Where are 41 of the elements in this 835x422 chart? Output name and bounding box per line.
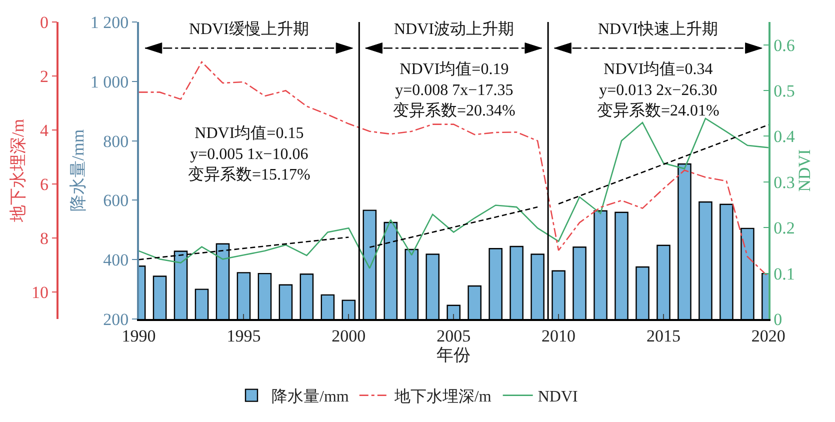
y3-tick-label: 0 <box>40 12 49 32</box>
y2-axis-title: NDVI <box>794 148 814 192</box>
x-tick-label: 2020 <box>751 326 786 346</box>
x-tick-label: 2005 <box>436 326 471 346</box>
x-tick-label: 2010 <box>542 326 576 346</box>
x-tick-label: 1990 <box>122 326 156 346</box>
legend-label: NDVI <box>538 388 578 406</box>
x-axis-title: 年份 <box>436 345 471 364</box>
annotation: NDVI波动上升期 <box>394 20 514 38</box>
y2-tick-label: 0.1 <box>774 264 795 284</box>
annotation: NDVI均值=0.19 y=0.008 7x−17.35 变异系数=20.34% <box>393 61 516 120</box>
y2-tick-label: 0.6 <box>774 36 795 55</box>
y-tick-label: 800 <box>103 132 129 151</box>
y3-tick-label: 10 <box>32 282 49 302</box>
legend-label: 降水量/mm <box>272 388 350 406</box>
y-axis-title: 降水量/mm <box>68 129 88 212</box>
annotation: NDVI快速上升期 <box>598 20 718 38</box>
x-tick-label: 2015 <box>646 326 680 346</box>
x-tick-label: 2000 <box>332 326 366 346</box>
y-tick-label: 600 <box>103 191 129 210</box>
line-series <box>138 61 768 278</box>
y-tick-label: 1 200 <box>90 12 129 32</box>
line-series <box>138 118 768 269</box>
y-tick-label: 200 <box>103 310 129 329</box>
y3-tick-label: 4 <box>40 120 50 140</box>
y3-tick-label: 6 <box>40 174 49 194</box>
y2-tick-label: 0.2 <box>774 218 795 238</box>
x-tick-label: 1995 <box>226 326 261 346</box>
annotation: NDVI均值=0.15 y=0.005 1x−10.06 变异系数=15.17% <box>188 125 310 184</box>
y-tick-label: 1 000 <box>90 72 129 92</box>
y2-tick-label: 0.4 <box>774 127 796 146</box>
y2-tick-label: 0.3 <box>774 172 795 192</box>
y3-tick-label: 2 <box>40 66 49 86</box>
legend-label: 地下水埋深/m <box>393 388 492 406</box>
annotation: NDVI均值=0.34 y=0.013 2x−26.30 变异系数=24.01% <box>597 61 720 120</box>
y-tick-label: 400 <box>103 250 129 270</box>
y3-tick-label: 8 <box>40 228 49 248</box>
annotation: NDVI缓慢上升期 <box>189 20 309 38</box>
y2-tick-label: 0.5 <box>774 81 795 100</box>
y3-axis-title: 地下水埋深/m <box>8 119 28 223</box>
y2-tick-label: 0 <box>774 310 782 329</box>
